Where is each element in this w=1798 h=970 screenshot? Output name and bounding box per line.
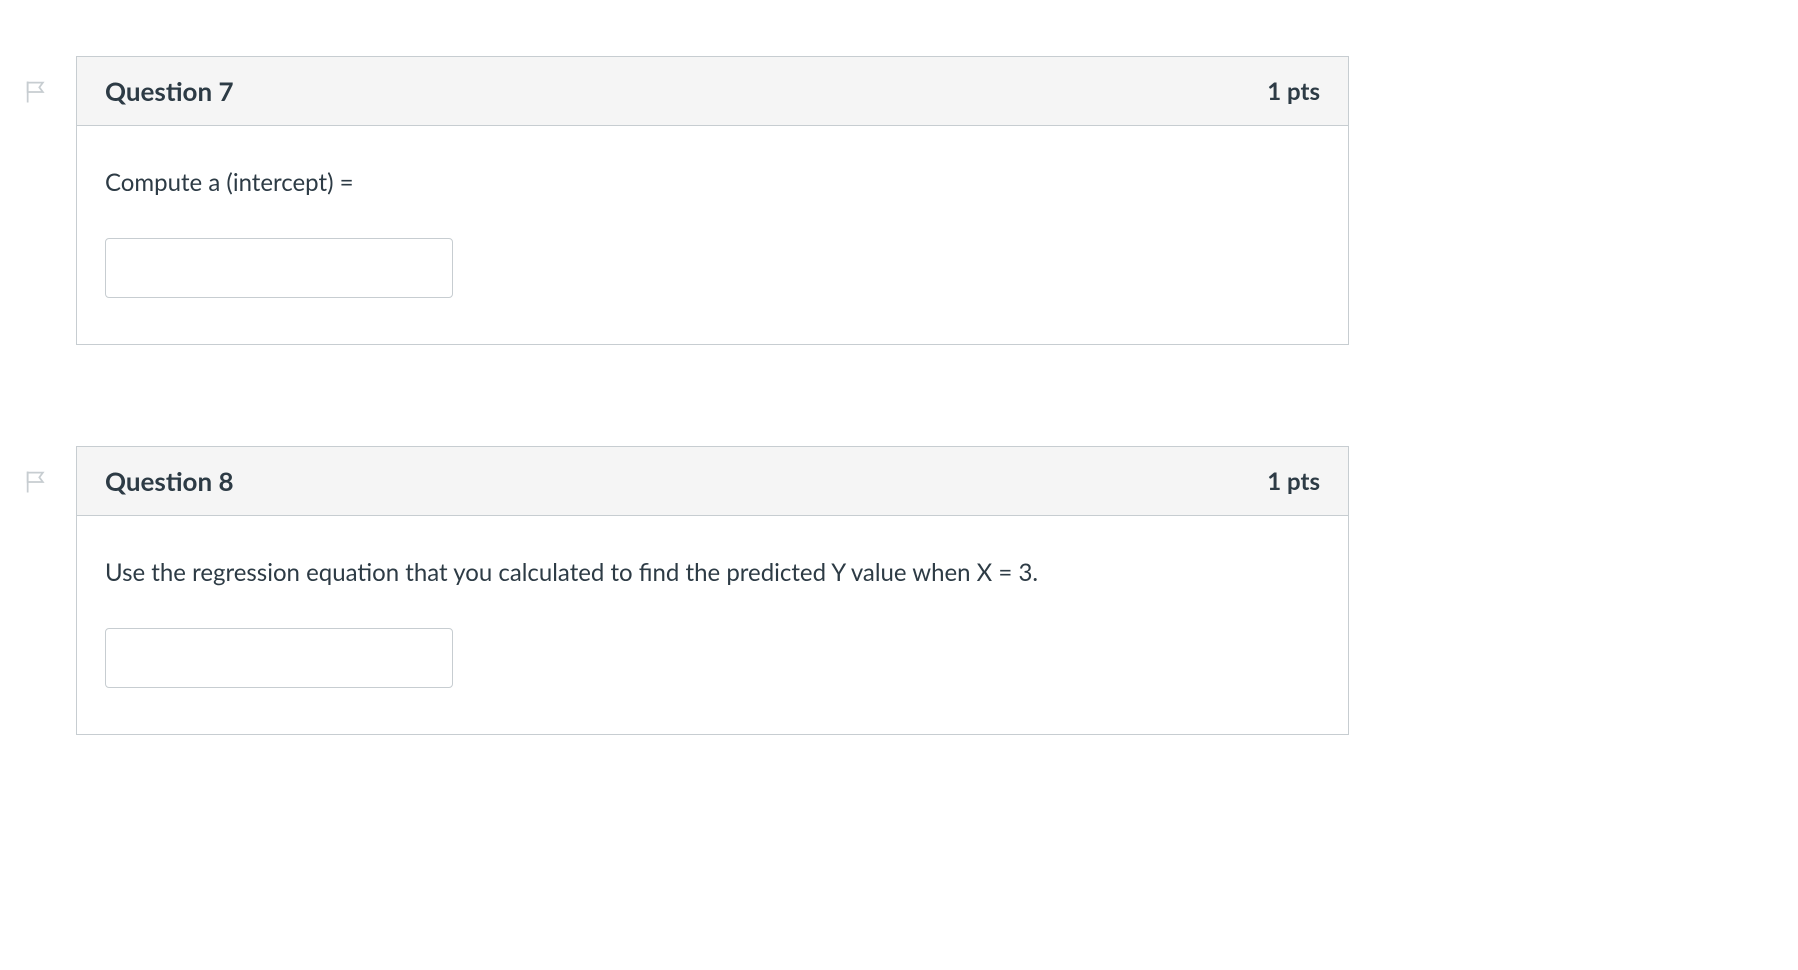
question-header: Question 7 1 pts (77, 57, 1348, 126)
question-header: Question 8 1 pts (77, 447, 1348, 516)
question-points: 1 pts (1267, 77, 1320, 106)
answer-input[interactable] (105, 628, 453, 688)
question-body: Use the regression equation that you cal… (77, 516, 1348, 734)
question-title: Question 7 (105, 75, 234, 107)
question-prompt: Compute a (intercept) = (105, 166, 1320, 200)
question-block-8: Question 8 1 pts Use the regression equa… (76, 446, 1349, 735)
answer-input[interactable] (105, 238, 453, 298)
flag-icon[interactable] (23, 78, 51, 106)
question-card: Question 8 1 pts Use the regression equa… (76, 446, 1349, 735)
question-points: 1 pts (1267, 467, 1320, 496)
flag-icon[interactable] (23, 468, 51, 496)
question-title: Question 8 (105, 465, 234, 497)
question-prompt: Use the regression equation that you cal… (105, 556, 1320, 590)
question-block-7: Question 7 1 pts Compute a (intercept) = (76, 56, 1349, 345)
question-card: Question 7 1 pts Compute a (intercept) = (76, 56, 1349, 345)
question-body: Compute a (intercept) = (77, 126, 1348, 344)
